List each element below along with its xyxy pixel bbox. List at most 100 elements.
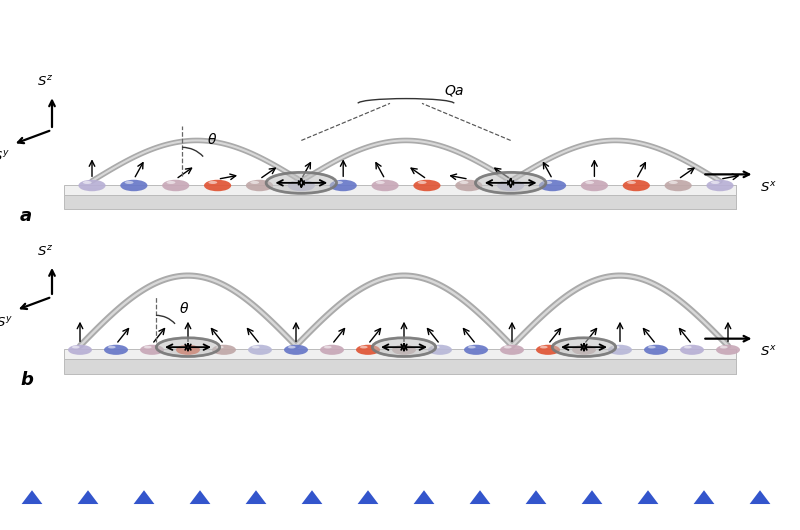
Ellipse shape [608,344,632,355]
Ellipse shape [646,352,666,354]
Ellipse shape [610,352,630,354]
Ellipse shape [286,352,306,354]
Ellipse shape [288,346,296,348]
Ellipse shape [497,180,524,191]
Text: $\theta$: $\theta$ [206,131,217,147]
Ellipse shape [416,188,438,190]
Ellipse shape [292,181,301,184]
Ellipse shape [720,346,728,348]
Ellipse shape [583,188,606,190]
Ellipse shape [290,188,312,190]
Ellipse shape [468,346,476,348]
Polygon shape [694,490,714,504]
Ellipse shape [324,346,332,348]
Ellipse shape [626,188,647,190]
Ellipse shape [320,344,344,355]
Text: $S^y$: $S^y$ [0,315,13,330]
Ellipse shape [358,352,378,354]
Ellipse shape [81,188,103,190]
Ellipse shape [669,181,678,184]
Ellipse shape [83,181,92,184]
Ellipse shape [216,346,224,348]
Text: $Qa$: $Qa$ [444,83,464,98]
Polygon shape [526,490,546,504]
Ellipse shape [266,172,337,193]
Ellipse shape [252,346,260,348]
Ellipse shape [581,180,608,191]
Ellipse shape [288,180,315,191]
Ellipse shape [466,352,486,354]
Ellipse shape [464,344,488,355]
Ellipse shape [212,344,236,355]
Polygon shape [750,490,770,504]
Ellipse shape [104,344,128,355]
Ellipse shape [178,352,198,354]
Ellipse shape [250,352,270,354]
Text: b: b [20,371,33,389]
Ellipse shape [78,180,106,191]
Ellipse shape [539,180,566,191]
Text: a: a [20,207,32,225]
Ellipse shape [249,188,270,190]
Text: $S^z$: $S^z$ [38,75,54,89]
Ellipse shape [475,172,546,193]
Ellipse shape [144,346,152,348]
Ellipse shape [502,352,522,354]
Ellipse shape [500,344,524,355]
Polygon shape [64,185,736,195]
Ellipse shape [680,344,704,355]
Ellipse shape [709,188,731,190]
Ellipse shape [162,180,190,191]
Polygon shape [190,490,210,504]
Polygon shape [64,359,736,374]
Ellipse shape [667,188,689,190]
Ellipse shape [206,188,229,190]
Ellipse shape [180,346,188,348]
Ellipse shape [106,352,126,354]
Ellipse shape [682,352,702,354]
Ellipse shape [371,180,398,191]
Ellipse shape [458,188,480,190]
Ellipse shape [504,346,512,348]
Ellipse shape [627,181,636,184]
Ellipse shape [209,181,218,184]
Ellipse shape [140,344,164,355]
Polygon shape [64,195,736,209]
Ellipse shape [572,344,596,355]
Ellipse shape [536,344,560,355]
Ellipse shape [648,346,656,348]
Ellipse shape [428,344,452,355]
Ellipse shape [543,181,552,184]
Ellipse shape [622,180,650,191]
Ellipse shape [68,344,92,355]
Ellipse shape [716,344,740,355]
Text: $S^y$: $S^y$ [0,149,10,164]
Ellipse shape [374,188,396,190]
Ellipse shape [394,352,414,354]
Ellipse shape [360,346,368,348]
Ellipse shape [123,188,145,190]
Ellipse shape [540,346,548,348]
Ellipse shape [120,180,147,191]
Ellipse shape [612,346,620,348]
Polygon shape [246,490,266,504]
Ellipse shape [165,188,186,190]
Text: $\theta$: $\theta$ [179,301,189,316]
Ellipse shape [542,188,563,190]
Ellipse shape [142,352,162,354]
Ellipse shape [372,338,436,357]
Ellipse shape [538,352,558,354]
Ellipse shape [586,181,594,184]
Ellipse shape [334,181,343,184]
Ellipse shape [665,180,692,191]
Ellipse shape [684,346,692,348]
Ellipse shape [396,346,404,348]
Ellipse shape [576,346,584,348]
Ellipse shape [455,180,482,191]
Ellipse shape [156,338,220,357]
Ellipse shape [552,338,616,357]
Ellipse shape [711,181,720,184]
Text: $S^x$: $S^x$ [760,181,777,195]
Ellipse shape [250,181,259,184]
Polygon shape [302,490,322,504]
